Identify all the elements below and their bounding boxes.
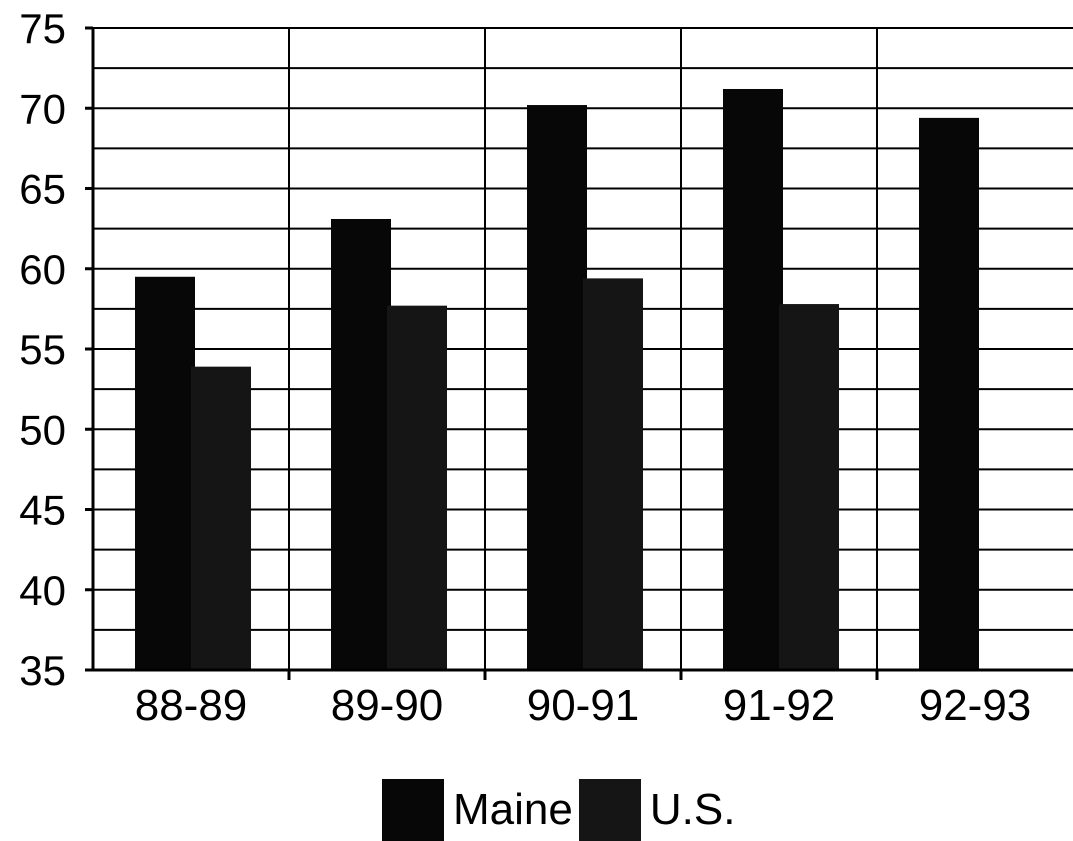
bars: [135, 88, 979, 671]
legend-item-us: U.S.: [578, 779, 742, 841]
bar-us-90-91: [583, 278, 643, 670]
y-tick-label: 60: [19, 246, 66, 293]
x-tick-label: 89-90: [331, 681, 444, 730]
x-tick-label: 91-92: [723, 681, 836, 730]
bar-maine-89-90: [331, 218, 391, 670]
bar-maine-92-93: [919, 117, 979, 670]
legend-label-us: U.S.: [649, 785, 736, 834]
bar-maine-88-89: [135, 276, 195, 670]
y-tick-label: 45: [19, 487, 66, 534]
y-tick-label: 55: [19, 326, 66, 373]
bar-us-91-92: [779, 304, 839, 670]
bar-maine-90-91: [527, 105, 587, 671]
legend-item-maine: Maine: [382, 779, 579, 841]
legend-label-maine: Maine: [453, 785, 573, 834]
y-tick-label: 50: [19, 406, 66, 453]
y-tick-label: 70: [19, 85, 66, 132]
x-tick-label: 88-89: [135, 681, 248, 730]
legend-swatch-maine: [382, 779, 444, 841]
legend: Maine U.S.: [382, 779, 741, 841]
y-tick-label: 40: [19, 567, 66, 614]
y-tick-label: 65: [19, 166, 66, 213]
x-tick-label: 92-93: [919, 681, 1032, 730]
bar-us-89-90: [387, 305, 447, 670]
bar-us-88-89: [191, 366, 251, 670]
legend-swatch-us: [578, 779, 641, 841]
y-tick-label: 35: [19, 647, 66, 694]
y-tick-label: 75: [19, 5, 66, 52]
bar-maine-91-92: [723, 88, 783, 671]
tick-labels: 35 40 45 50 55 60 65 70 75 88-89 89-90 90-91 91-92 92…: [19, 5, 1031, 730]
x-tick-label: 90-91: [527, 681, 640, 730]
axes: [85, 26, 1073, 680]
